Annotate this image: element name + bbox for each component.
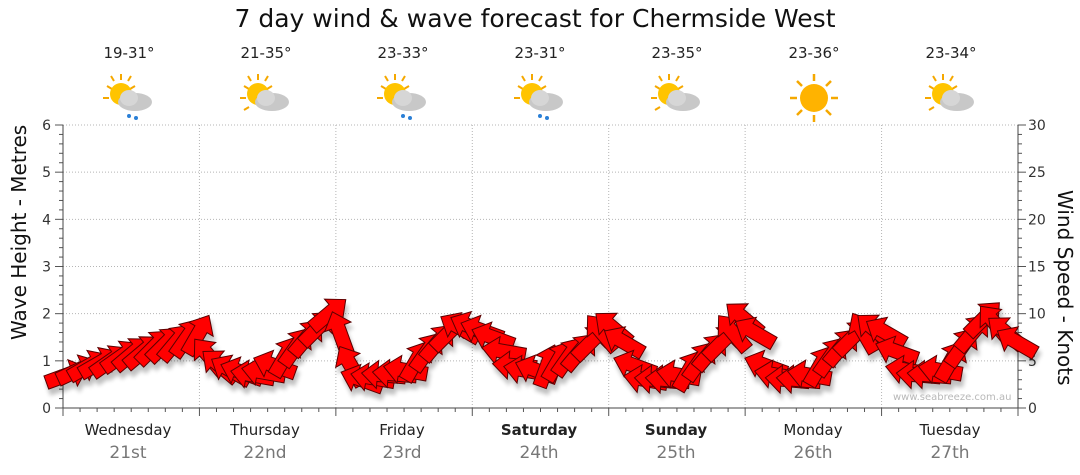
wind-arrow	[734, 316, 778, 351]
left-tick-label: 0	[42, 401, 51, 417]
day-name-7: Tuesday	[919, 421, 981, 439]
sun-cloud-icon	[925, 74, 974, 111]
day-date-4: 24th	[519, 443, 559, 463]
right-axis-title: Wind Speed - Knots	[1053, 190, 1077, 386]
sun-cloud-rain-icon	[514, 74, 563, 120]
left-tick-label: 6	[42, 118, 51, 134]
temp-range-day-3: 23-33°	[377, 44, 429, 62]
temp-range-day-7: 23-34°	[925, 44, 977, 62]
left-tick-label: 3	[42, 260, 51, 276]
wind-arrow	[996, 326, 1040, 360]
day-date-7: 27th	[930, 443, 970, 463]
temp-range-day-5: 23-35°	[651, 44, 703, 62]
temp-range-day-2: 21-35°	[240, 44, 292, 62]
left-axis-title: Wave Height - Metres	[7, 124, 31, 340]
sun-icon	[790, 74, 838, 122]
wind-arrow	[323, 311, 355, 357]
wind-arrow	[875, 335, 921, 367]
left-tick-label: 5	[42, 165, 51, 181]
day-date-1: 21st	[109, 443, 147, 463]
left-tick-label: 2	[42, 307, 51, 323]
watermark: www.seabreeze.com.au	[893, 392, 1012, 403]
chart-title: 7 day wind & wave forecast for Chermside…	[234, 4, 836, 33]
sun-cloud-rain-icon	[377, 74, 426, 120]
sun-cloud-icon	[651, 74, 700, 111]
sun-cloud-icon	[240, 74, 289, 111]
wind-arrow	[306, 298, 347, 334]
day-date-6: 26th	[793, 443, 833, 463]
day-date-2: 22nd	[243, 443, 287, 463]
right-tick-label: 20	[1028, 212, 1046, 228]
right-tick-label: 25	[1028, 165, 1046, 181]
temp-range-day-4: 23-31°	[514, 44, 566, 62]
day-date-3: 23rd	[382, 443, 422, 463]
temp-range-day-1: 19-31°	[103, 44, 155, 62]
right-tick-label: 5	[1028, 354, 1037, 370]
day-name-3: Friday	[379, 421, 425, 439]
right-tick-label: 15	[1028, 260, 1046, 276]
day-name-5: Sunday	[644, 421, 708, 439]
right-tick-label: 10	[1028, 307, 1046, 323]
day-name-4: Saturday	[500, 421, 578, 439]
right-tick-label: 0	[1028, 401, 1037, 417]
wind-arrow	[865, 316, 909, 351]
day-name-6: Monday	[783, 421, 843, 439]
day-name-1: Wednesday	[84, 421, 172, 439]
day-name-2: Thursday	[230, 421, 300, 439]
temp-range-day-6: 23-36°	[788, 44, 840, 62]
wind-arrow	[603, 326, 647, 360]
wind-arrow-layer	[43, 298, 1040, 395]
right-tick-label: 30	[1028, 118, 1046, 134]
sun-cloud-rain-icon	[103, 74, 152, 120]
day-date-5: 25th	[656, 443, 696, 463]
left-tick-label: 1	[42, 354, 51, 370]
left-tick-label: 4	[42, 212, 51, 228]
wind-arrow	[481, 335, 528, 366]
